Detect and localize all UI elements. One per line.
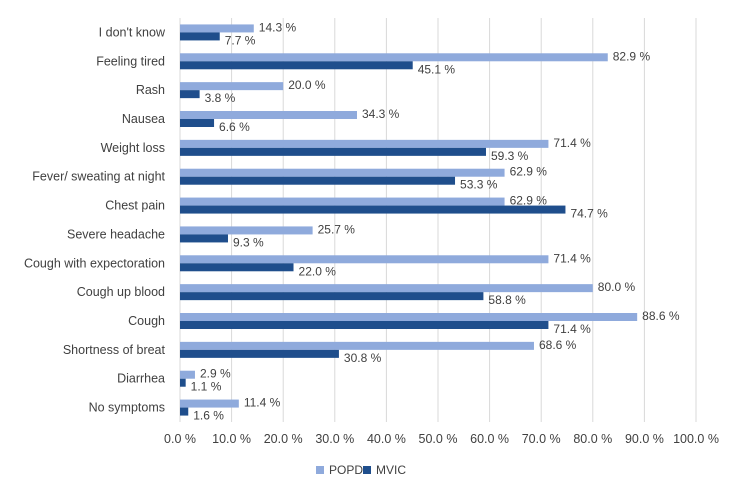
data-label-mvic: 59.3 % xyxy=(491,149,529,163)
category-label: I don't know xyxy=(99,25,166,39)
category-label: Nausea xyxy=(122,112,165,126)
data-label-popd: 71.4 % xyxy=(553,251,591,265)
x-tick-label: 90.0 % xyxy=(625,432,664,446)
category-label: Cough with expectoration xyxy=(24,256,165,270)
x-tick-label: 0.0 % xyxy=(164,432,196,446)
data-label-mvic: 7.7 % xyxy=(225,33,256,47)
category-label: Fever/ sweating at night xyxy=(32,170,165,184)
data-label-popd: 71.4 % xyxy=(553,136,591,150)
bar-mvic xyxy=(180,147,486,156)
category-label: Rash xyxy=(136,83,165,97)
bar-popd xyxy=(180,341,534,350)
data-label-mvic: 22.0 % xyxy=(299,264,337,278)
bar-popd xyxy=(180,139,549,148)
category-label: Weight loss xyxy=(101,141,165,155)
bars xyxy=(180,24,638,416)
data-label-popd: 25.7 % xyxy=(318,222,356,236)
bar-mvic xyxy=(180,349,339,358)
legend-swatch-popd xyxy=(316,466,324,474)
x-tick-labels: 0.0 % 10.0 % 20.0 % 30.0 % 40.0 % 50.0 % 60.0 … xyxy=(164,432,719,446)
x-tick-label: 50.0 % xyxy=(419,432,458,446)
bar-popd xyxy=(180,255,549,264)
bar-popd xyxy=(180,82,284,91)
legend: POPD MVIC xyxy=(316,463,406,477)
data-labels: 14.3 %7.7 % 82.9 % 45.1 % 20.0 % 3.8 % 34.3 %… xyxy=(191,20,680,422)
data-label-popd: 62.9 % xyxy=(510,194,548,208)
data-label-popd: 80.0 % xyxy=(598,280,636,294)
bar-popd xyxy=(180,226,313,235)
data-label-mvic: 58.8 % xyxy=(488,293,526,307)
bar-popd xyxy=(180,284,593,293)
bar-popd xyxy=(180,313,638,321)
bar-popd xyxy=(180,197,505,206)
bar-popd xyxy=(180,53,608,62)
data-label-popd: 62.9 % xyxy=(510,165,548,179)
data-label-mvic: 30.8 % xyxy=(344,351,382,365)
category-label: Severe headache xyxy=(67,227,165,241)
data-label-popd: 34.3 % xyxy=(362,107,400,121)
bar-popd xyxy=(180,24,254,33)
category-label: Feeling tired xyxy=(96,54,165,68)
bar-mvic xyxy=(180,176,456,185)
x-tick-label: 30.0 % xyxy=(315,432,354,446)
category-label: No symptoms xyxy=(89,401,165,415)
category-label: Chest pain xyxy=(105,199,165,213)
bar-mvic xyxy=(180,90,200,99)
data-label-popd: 82.9 % xyxy=(613,49,651,63)
data-label-mvic: 71.4 % xyxy=(553,322,591,336)
data-label-mvic: 74.7 % xyxy=(570,207,608,221)
category-label: Shortness of breat xyxy=(63,343,166,357)
data-label-popd: 14.3 % xyxy=(259,20,297,34)
bar-mvic xyxy=(180,321,549,329)
bar-mvic xyxy=(180,407,189,416)
bar-mvic xyxy=(180,205,566,214)
bar-popd xyxy=(180,168,505,177)
x-tick-label: 60.0 % xyxy=(470,432,509,446)
data-label-popd: 2.9 % xyxy=(200,367,231,381)
category-label: Cough up blood xyxy=(77,285,165,299)
legend-label-popd: POPD xyxy=(329,463,363,477)
legend-swatch-mvic xyxy=(363,466,371,474)
x-tick-label: 100.0 % xyxy=(673,432,719,446)
bar-mvic xyxy=(180,119,215,127)
data-label-mvic: 1.6 % xyxy=(193,409,224,423)
x-tick-label: 80.0 % xyxy=(573,432,612,446)
category-label: Diarrhea xyxy=(117,372,165,386)
bar-popd xyxy=(180,111,357,119)
data-label-mvic: 3.8 % xyxy=(205,91,236,105)
gridlines xyxy=(179,18,697,422)
x-tick-label: 70.0 % xyxy=(522,432,561,446)
bar-mvic xyxy=(180,292,484,301)
bar-mvic xyxy=(180,61,413,70)
legend-label-mvic: MVIC xyxy=(376,463,406,477)
category-label: Cough xyxy=(128,314,165,328)
bar-mvic xyxy=(180,263,294,272)
data-label-mvic: 6.6 % xyxy=(219,120,250,134)
x-tick-label: 40.0 % xyxy=(367,432,406,446)
bar-mvic xyxy=(180,378,186,387)
data-label-popd: 20.0 % xyxy=(288,78,326,92)
bar-popd xyxy=(180,399,239,408)
data-label-mvic: 45.1 % xyxy=(418,62,456,76)
data-label-mvic: 1.1 % xyxy=(191,380,222,394)
bar-mvic xyxy=(180,234,228,243)
data-label-mvic: 9.3 % xyxy=(233,235,264,249)
data-label-popd: 11.4 % xyxy=(244,396,281,410)
data-label-mvic: 53.3 % xyxy=(460,178,498,192)
category-labels: I don't know Feeling tired Rash Nausea Weigh… xyxy=(24,25,166,414)
bar-mvic xyxy=(180,32,220,41)
x-tick-label: 20.0 % xyxy=(264,432,303,446)
x-tick-label: 10.0 % xyxy=(212,432,251,446)
data-label-popd: 88.6 % xyxy=(642,309,680,323)
bar-popd xyxy=(180,370,195,379)
data-label-popd: 68.6 % xyxy=(539,338,577,352)
